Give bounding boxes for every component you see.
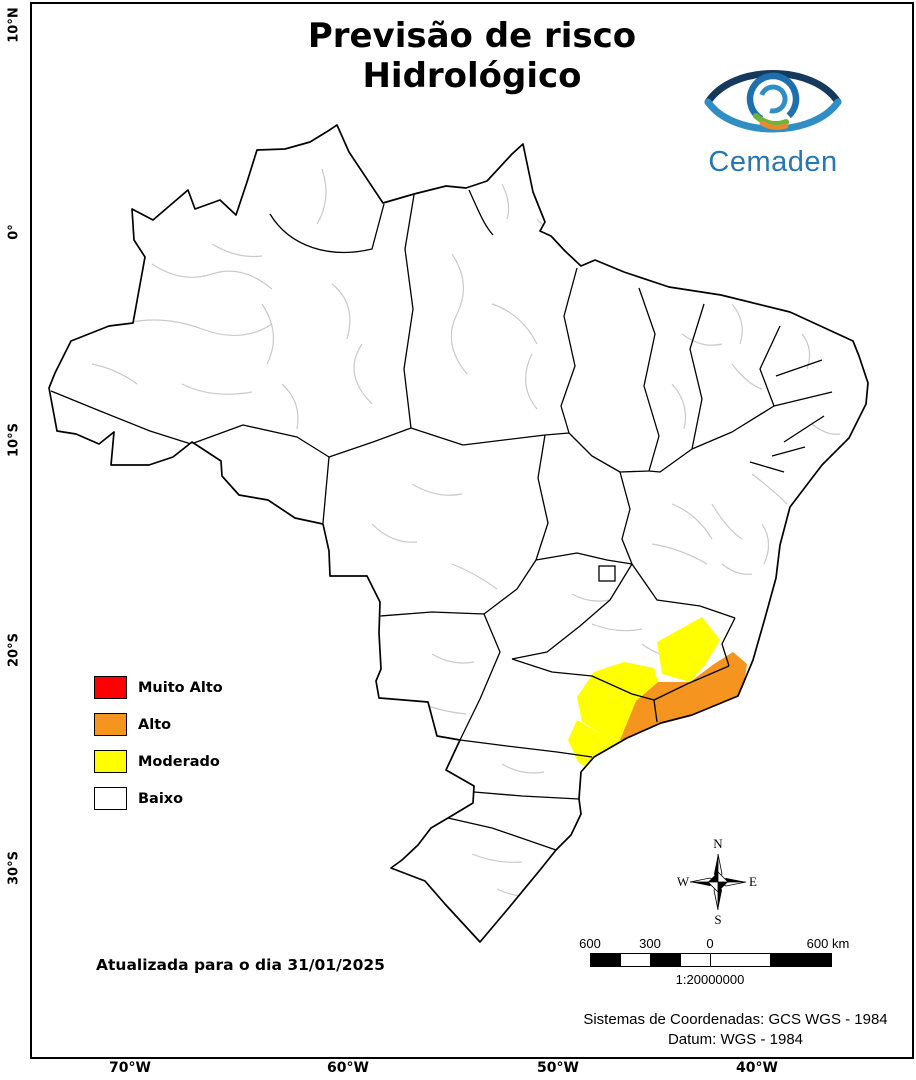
map-title: Previsão de risco Hidrológico: [32, 16, 912, 96]
map-frame: Previsão de risco Hidrológico Cemaden Mu…: [30, 2, 914, 1059]
risk-areas: [568, 617, 758, 774]
lon-label-70w: 70°W: [109, 1060, 151, 1076]
map-title-line1: Previsão de risco: [307, 16, 637, 56]
legend-swatch-alto: [94, 713, 127, 736]
legend-swatch-baixo: [94, 787, 127, 810]
legend-label-alto: Alto: [138, 716, 172, 733]
risk-legend: Muito Alto Alto Moderado Baixo: [94, 676, 223, 824]
legend-swatch-moderado: [94, 750, 127, 773]
lon-label-40w: 40°W: [736, 1060, 778, 1076]
risk-area-moderado-sp-central: [577, 662, 658, 740]
coordinate-system-text: Sistemas de Coordenadas: GCS WGS - 1984: [583, 1011, 888, 1028]
lat-label-10s: 10°S: [6, 423, 22, 457]
lon-label-50w: 50°W: [537, 1060, 579, 1076]
legend-label-moderado: Moderado: [138, 753, 220, 770]
scale-bar-labels: 600 300 0 600 km: [579, 936, 849, 953]
state-boundaries: [50, 189, 833, 851]
datum-text: Datum: WGS - 1984: [667, 1031, 804, 1049]
legend-item-muito-alto: Muito Alto: [94, 676, 223, 699]
coordinate-system-footer: Sistemas de Coordenadas: GCS WGS - 1984 …: [563, 1010, 908, 1051]
cemaden-logo-text: Cemaden: [708, 146, 838, 178]
brazil-map: [48, 124, 869, 943]
scale-label-0: 0: [706, 936, 714, 951]
legend-label-muito-alto: Muito Alto: [138, 679, 223, 696]
distrito-federal-outline: [598, 565, 616, 582]
map-title-line2: Hidrológico: [362, 56, 582, 97]
legend-swatch-muito-alto: [94, 676, 127, 699]
north-arrow-icon: N S E W: [677, 836, 757, 927]
risk-area-moderado-rj-leste: [737, 700, 758, 716]
lon-label-60w: 60°W: [327, 1060, 369, 1076]
compass-e-label: E: [749, 874, 757, 889]
compass-rose: N S E W: [676, 834, 760, 932]
legend-item-moderado: Moderado: [94, 750, 223, 773]
legend-label-baixo: Baixo: [138, 790, 184, 807]
lat-label-10n: 10°N: [6, 7, 22, 43]
scale-label-300: 300: [639, 936, 661, 951]
risk-area-moderado-mg: [657, 617, 720, 682]
lat-label-30s: 30°S: [6, 851, 22, 885]
scale-ratio: 1:20000000: [675, 972, 745, 987]
cemaden-eye-icon: [704, 70, 842, 133]
lat-label-20s: 20°S: [6, 633, 22, 667]
microregion-boundaries: [91, 168, 841, 897]
compass-w-label: W: [677, 874, 690, 889]
legend-item-baixo: Baixo: [94, 787, 223, 810]
scale-bar-segments: [590, 953, 832, 967]
compass-n-label: N: [713, 836, 723, 851]
legend-item-alto: Alto: [94, 713, 223, 736]
update-note: Atualizada para o dia 31/01/2025: [96, 956, 385, 974]
cemaden-logo: Cemaden: [678, 54, 868, 179]
compass-s-label: S: [714, 912, 721, 927]
scale-bar: 600 300 0 600 km 1:20000000: [579, 936, 849, 987]
risk-area-alto-faixa-sudeste: [620, 652, 747, 744]
scale-label-600-left: 600: [579, 936, 601, 951]
lat-label-0: 0°: [6, 224, 22, 240]
scale-label-600-km: 600 km: [806, 936, 850, 951]
